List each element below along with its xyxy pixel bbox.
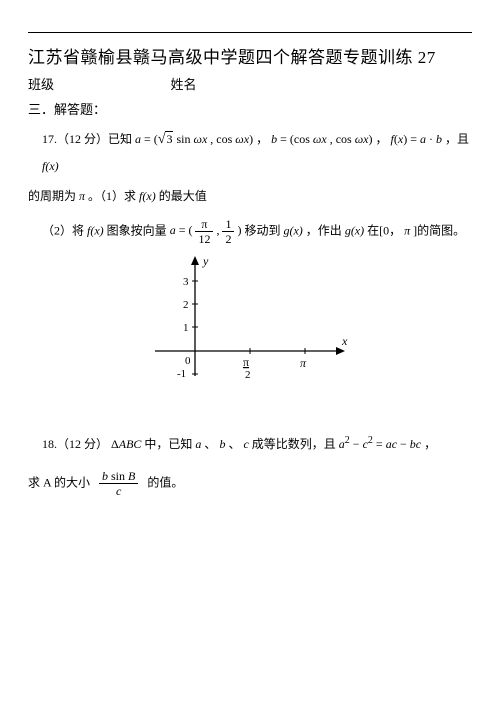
svg-text:3: 3 — [183, 276, 189, 288]
svg-text:0: 0 — [185, 355, 191, 367]
q17-and: ，且 — [445, 132, 469, 146]
class-label: 班级 — [28, 77, 54, 92]
section-label: 三．解答题： — [28, 99, 472, 118]
doc-title: 江苏省赣榆县赣马高级中学题四个解答题专题训练 27 — [28, 43, 472, 68]
q18-l2a: 求 A 的大小 — [28, 475, 90, 489]
svg-text:2: 2 — [245, 369, 251, 381]
shift-num1: π — [195, 218, 213, 232]
q17-p2d: ，作出 — [306, 223, 342, 237]
sub-header: 班级 姓名 — [28, 74, 472, 93]
q17-gx2: g(x) — [345, 223, 364, 237]
q18-prefix: 18.（12 分） — [42, 437, 108, 451]
q17-p2b: 图象按向量 — [107, 223, 167, 237]
q17-pi: π — [79, 189, 85, 203]
q18-line2: 求 A 的大小 b sin B c 的值。 — [28, 470, 472, 497]
q17-part2: （2）将 f(x) 图象按向量 a = ( π12 , 12 ) 移动到 g(x… — [28, 218, 472, 245]
q17-vec-a: a = (√3 sin ωx , cos ωx) — [135, 132, 256, 146]
q17-line2: 的周期为 π 。（1）求 f(x) 的最大值 — [28, 184, 472, 208]
q17-prefix: 17.（12 分）已知 — [42, 132, 132, 146]
q18-frac-num: b sin B — [99, 470, 138, 484]
q17-p2c: 移动到 — [244, 223, 280, 237]
q18-tail: ， — [424, 437, 436, 451]
shift-den2: 2 — [222, 232, 234, 245]
q18-eq: a2 − c2 = ac − bc — [339, 437, 421, 451]
q17-fx1: f(x) — [42, 159, 59, 173]
svg-text:x: x — [341, 334, 348, 348]
q17-pi2: π — [404, 223, 410, 237]
q17-vec-b: b = (cos ωx , cos ωx) — [271, 132, 375, 146]
q17-l2b: 。（1）求 — [88, 189, 136, 203]
svg-text:-1: -1 — [177, 368, 186, 380]
q18-mid1: 中，已知 — [144, 437, 192, 451]
svg-text:π: π — [243, 355, 249, 369]
q17-fx3: f(x) — [87, 223, 104, 237]
q17-p2f: ]的简图。 — [413, 223, 465, 237]
q17-l2c: 的最大值 — [159, 189, 207, 203]
q17-shift-vec: a = ( π12 , 12 ) — [170, 223, 245, 237]
svg-text:y: y — [202, 254, 209, 268]
coordinate-graph: 3 2 1 -1 0 π 2 π y x — [145, 251, 355, 391]
q18-frac-den: c — [99, 484, 138, 497]
q18-frac: b sin B c — [99, 470, 138, 497]
q17-p2a: （2）将 — [42, 223, 84, 237]
q17-fx2: f(x) — [139, 189, 156, 203]
graph-container: 3 2 1 -1 0 π 2 π y x — [28, 251, 472, 391]
shift-den1: 12 — [195, 232, 213, 245]
svg-text:π: π — [300, 356, 307, 370]
q17-fxdef: f(x) = a · b — [391, 132, 445, 146]
top-rule — [28, 32, 472, 33]
name-label: 姓名 — [171, 77, 197, 92]
q18-b: b — [219, 437, 225, 451]
svg-text:1: 1 — [183, 322, 189, 334]
q17-gx1: g(x) — [283, 223, 302, 237]
q18-triangle: ΔABC — [111, 437, 141, 451]
q18-a: a — [195, 437, 201, 451]
q17-p2e: 在[0， — [367, 223, 401, 237]
q18-mid2: 成等比数列，且 — [252, 437, 336, 451]
q18-line1: 18.（12 分） ΔABC 中，已知 a 、 b 、 c 成等比数列，且 a2… — [28, 431, 472, 456]
shift-num2: 1 — [222, 218, 234, 232]
q17-line1: 17.（12 分）已知 a = (√3 sin ωx , cos ωx) ， b… — [28, 126, 472, 178]
q18-c: c — [243, 437, 248, 451]
q17-l2a: 的周期为 — [28, 189, 76, 203]
q18-l2b: 的值。 — [147, 475, 183, 489]
svg-text:2: 2 — [183, 299, 189, 311]
